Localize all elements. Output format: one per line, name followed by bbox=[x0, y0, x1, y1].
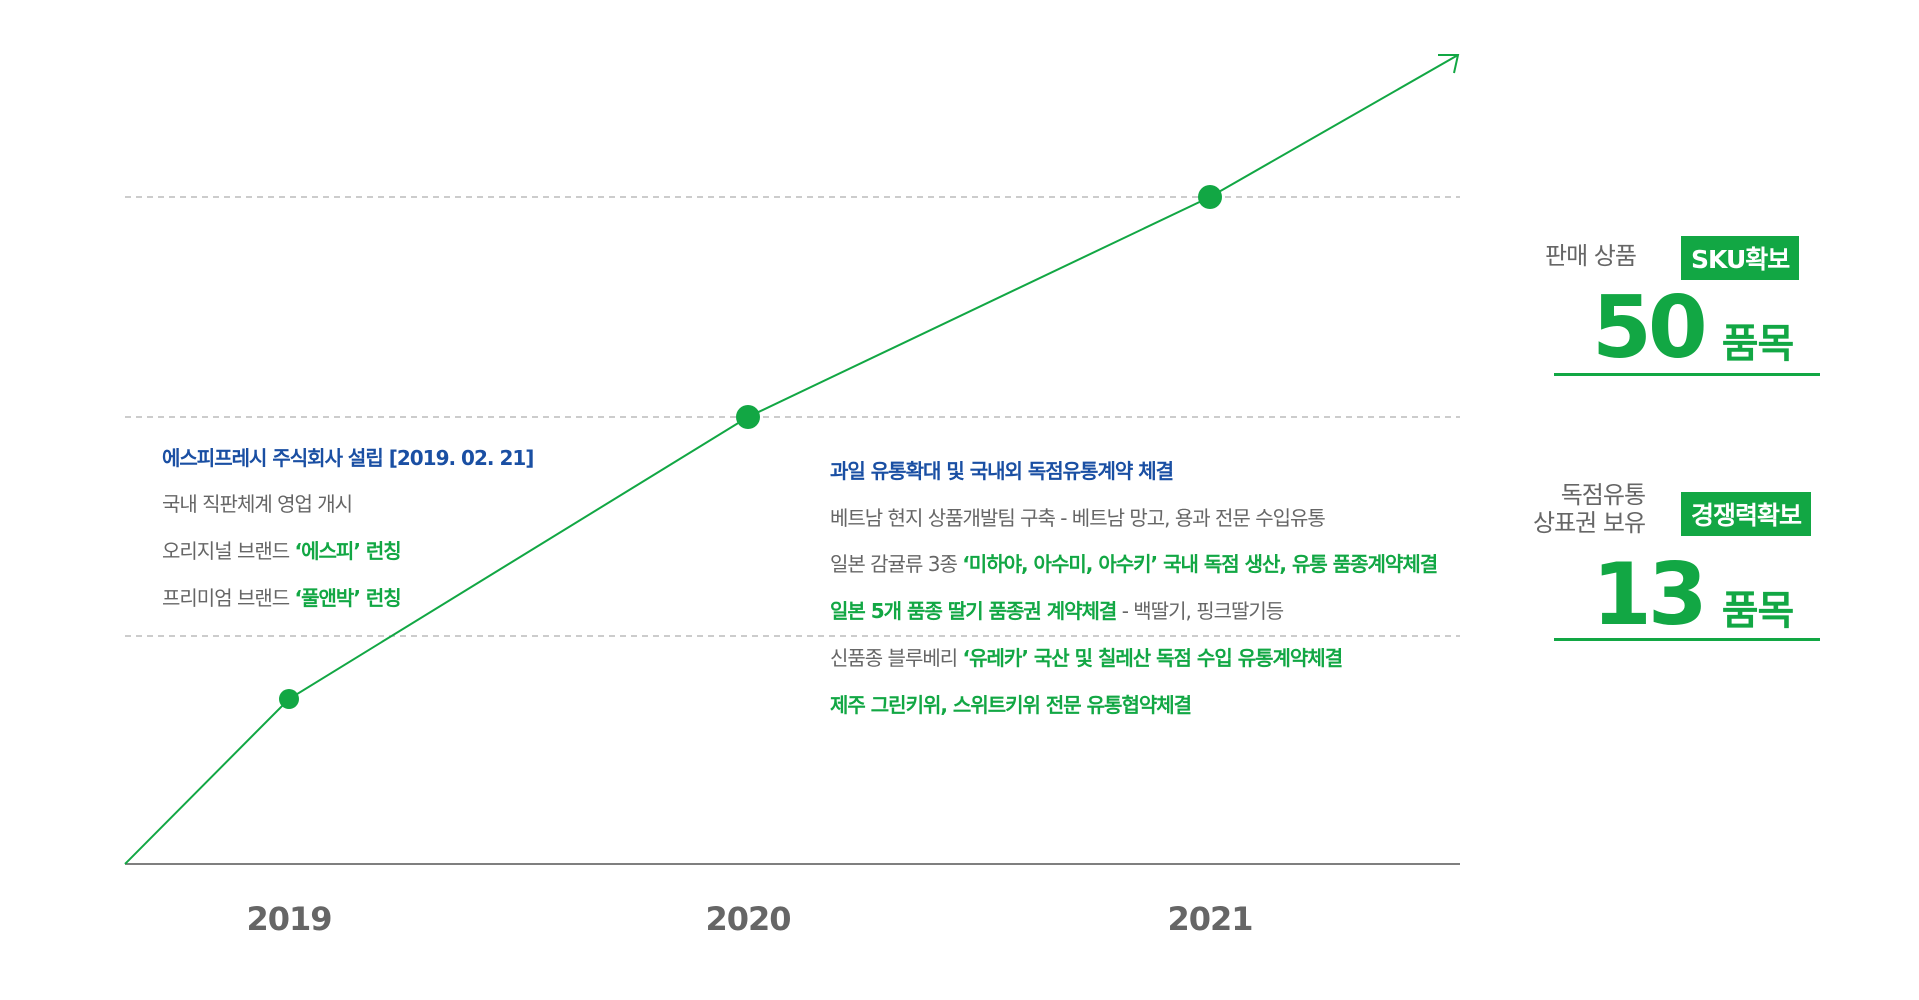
stat-sku-label: 판매 상품 bbox=[1545, 242, 1637, 270]
line-prefix: 프리미엄 브랜드 bbox=[162, 586, 295, 610]
point-2021 bbox=[1198, 185, 1222, 209]
stat-number: 50 bbox=[1592, 278, 1708, 378]
milestone-2020-title: 과일 유통확대 및 국내외 독점유통계약 체결 bbox=[830, 459, 1174, 483]
stat-exclusive-value: 13 품목 bbox=[1592, 545, 1795, 645]
contract-highlight: ‘미하야, 아수미, 아수키’ 국내 독점 생산, 유통 품종계약체결 bbox=[962, 552, 1438, 576]
stat-sku-underline bbox=[1554, 373, 1820, 376]
contract-highlight: ‘유레카’ 국산 및 칠레산 독점 수입 유통계약체결 bbox=[962, 646, 1344, 670]
stat-exclusive-badge: 경쟁력확보 bbox=[1681, 492, 1812, 536]
brand-highlight: ‘에스피’ 런칭 bbox=[294, 539, 402, 563]
milestone-2020-line4: 신품종 블루베리 ‘유레카’ 국산 및 칠레산 독점 수입 유통계약체결 bbox=[830, 642, 1344, 671]
milestone-2020-line3: 일본 5개 품종 딸기 품종권 계약체결 - 백딸기, 핑크딸기등 bbox=[830, 595, 1285, 624]
line-prefix: 일본 감귤류 3종 bbox=[830, 552, 963, 576]
brand-highlight: ‘풀앤박’ 런칭 bbox=[294, 586, 402, 610]
stat-unit: 품목 bbox=[1721, 321, 1795, 367]
stat-sku-badge: SKU확보 bbox=[1681, 236, 1800, 280]
milestone-2019-line2: 오리지널 브랜드 ‘에스피’ 런칭 bbox=[162, 535, 402, 564]
milestone-2019-title: 에스피프레시 주식회사 설립 [2019. 02. 21] bbox=[162, 446, 534, 470]
year-label-2020: 2020 bbox=[705, 900, 791, 938]
point-2019 bbox=[279, 689, 299, 709]
milestone-2020-line1: 베트남 현지 상품개발팀 구축 - 베트남 망고, 용과 전문 수입유통 bbox=[830, 506, 1326, 530]
stat-exclusive-label: 독점유통 상표권 보유 bbox=[1533, 481, 1646, 537]
stat-number: 13 bbox=[1592, 545, 1708, 645]
stat-label-line2: 상표권 보유 bbox=[1533, 509, 1646, 537]
milestone-2019-line3: 프리미엄 브랜드 ‘풀앤박’ 런칭 bbox=[162, 582, 402, 611]
year-label-2019: 2019 bbox=[246, 900, 332, 938]
point-2020 bbox=[736, 405, 760, 429]
line-prefix: 신품종 블루베리 bbox=[830, 646, 963, 670]
stat-sku-value: 50 품목 bbox=[1592, 278, 1795, 378]
line-suffix: - 백딸기, 핑크딸기등 bbox=[1116, 599, 1285, 623]
stat-label-line1: 독점유통 bbox=[1560, 481, 1646, 509]
stat-exclusive-underline bbox=[1554, 638, 1820, 641]
milestone-2020-line2: 일본 감귤류 3종 ‘미하야, 아수미, 아수키’ 국내 독점 생산, 유통 품… bbox=[830, 548, 1438, 577]
contract-highlight: 일본 5개 품종 딸기 품종권 계약체결 bbox=[830, 599, 1117, 623]
milestone-2020-line5: 제주 그린키위, 스위트키위 전문 유통협약체결 bbox=[830, 693, 1192, 717]
stat-unit: 품목 bbox=[1721, 588, 1795, 634]
line-prefix: 오리지널 브랜드 bbox=[162, 539, 295, 563]
year-label-2021: 2021 bbox=[1167, 900, 1253, 938]
arrow-head bbox=[1438, 54, 1460, 74]
milestone-2019-line1: 국내 직판체계 영업 개시 bbox=[162, 492, 353, 516]
